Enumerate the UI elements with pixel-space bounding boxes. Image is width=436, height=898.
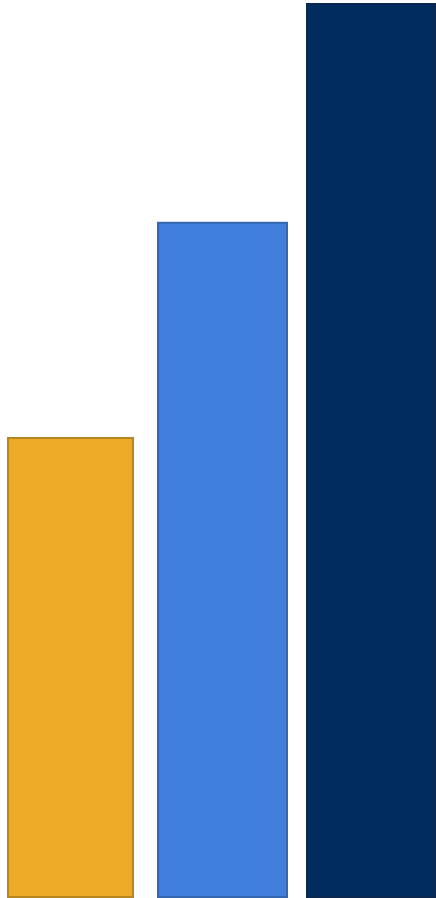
bar-1 <box>7 436 134 898</box>
bars-group <box>7 3 436 898</box>
bar-2 <box>157 221 288 898</box>
bar-3 <box>306 3 436 898</box>
